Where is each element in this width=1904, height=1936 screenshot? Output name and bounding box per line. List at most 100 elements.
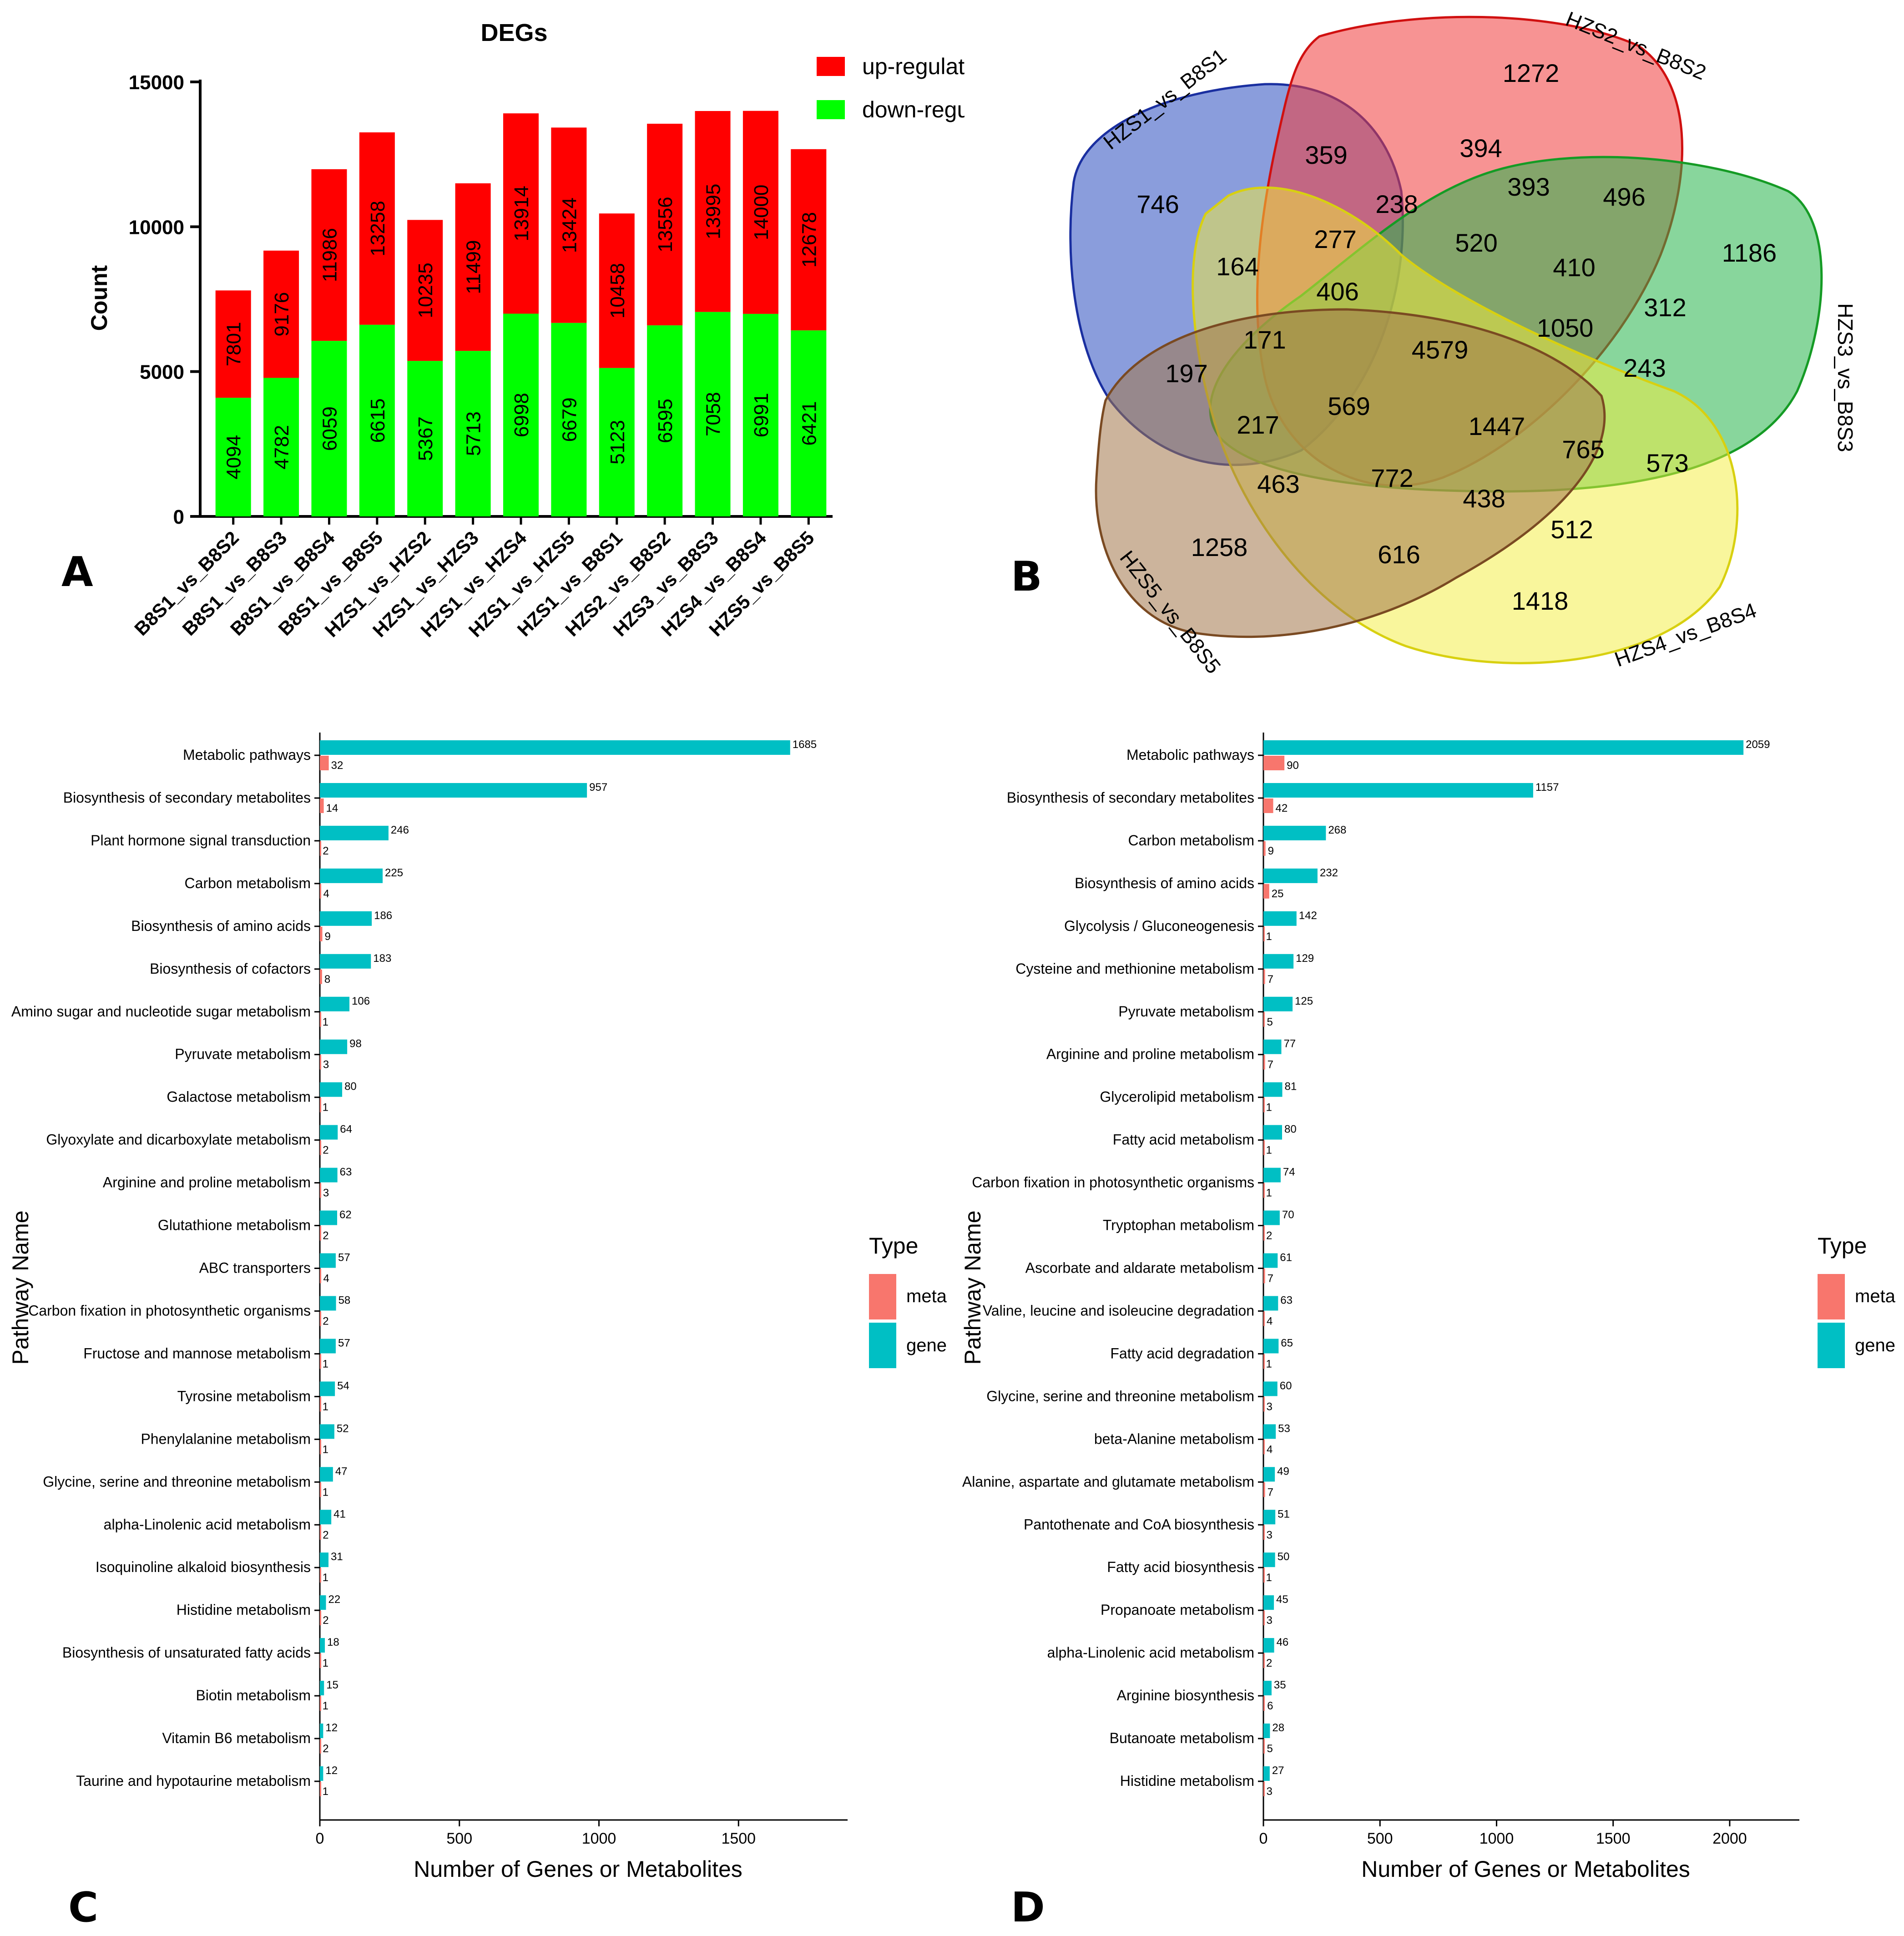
chart-c-bar-meta [320, 1782, 321, 1796]
venn-region-value: 569 [1328, 392, 1370, 420]
chart-a-down-label: 6615 [367, 398, 389, 443]
venn-region-value: 394 [1460, 134, 1502, 162]
chart-d-category-label: Butanoate metabolism [1110, 1730, 1254, 1746]
chart-c-gene-value: 106 [352, 995, 370, 1007]
chart-c-gene-value: 18 [327, 1636, 339, 1648]
chart-d-bar-gene [1263, 1595, 1274, 1610]
chart-d-bar-gene [1263, 783, 1533, 798]
chart-d-category-label: Metabolic pathways [1126, 747, 1254, 763]
chart-d-bar-gene [1263, 868, 1318, 883]
chart-c-gene-value: 1685 [793, 738, 817, 751]
chart-d-gene-value: 28 [1272, 1722, 1284, 1734]
chart-d-gene-value: 1157 [1535, 781, 1559, 794]
venn-region-value: 512 [1550, 515, 1593, 544]
chart-d-category-label: Alanine, aspartate and glutamate metabol… [962, 1473, 1254, 1490]
chart-c-bar-meta [320, 884, 321, 899]
chart-d-xtick-label: 1500 [1596, 1830, 1631, 1847]
chart-a-bar-up [455, 183, 491, 351]
chart-d-meta-value: 1 [1266, 1572, 1272, 1584]
chart-a-bar-down [503, 313, 539, 516]
chart-d-meta-value: 2 [1266, 1230, 1272, 1242]
chart-d-gene-value: 125 [1295, 995, 1313, 1007]
chart-d-meta-value: 5 [1267, 1016, 1273, 1028]
chart-c-legend-gene-swatch [869, 1323, 896, 1368]
chart-d-bar-meta [1263, 1440, 1265, 1455]
chart-c-category-label: Tyrosine metabolism [177, 1388, 311, 1404]
chart-a-bar-down [742, 313, 778, 516]
chart-d-bar-meta [1263, 1782, 1265, 1796]
chart-c-bar-meta [320, 1354, 321, 1369]
chart-c-meta-value: 1 [323, 1400, 328, 1413]
chart-c-bar-gene [320, 1724, 323, 1739]
chart-c-meta-value: 1 [323, 1486, 328, 1498]
chart-d-legend-meta-swatch [1818, 1274, 1845, 1319]
chart-a-ytick-label: 0 [173, 506, 184, 528]
chart-c-bar-meta [320, 1311, 321, 1326]
chart-a-bar-up [407, 220, 443, 361]
chart-c-gene-value: 62 [339, 1209, 352, 1221]
chart-a-down-label: 7058 [702, 392, 725, 436]
chart-c-gene-value: 957 [589, 781, 607, 794]
venn-region-value: 277 [1314, 225, 1356, 253]
venn-region-value: 1186 [1722, 238, 1777, 267]
chart-d-gene-value: 74 [1283, 1166, 1295, 1178]
venn-set-hzs5 [1095, 308, 1606, 638]
chart-a-total-label: 11986 [318, 228, 341, 282]
venn-region-value: 746 [1136, 190, 1179, 218]
chart-a-bar-down [359, 324, 395, 516]
chart-c-legend-title: Type [869, 1233, 918, 1259]
deg-stacked-bar-chart: DEGsCount05000100001500078014094B8S1_vs_… [86, 19, 965, 641]
chart-c-bar-gene [320, 1168, 338, 1183]
chart-a-total-label: 14000 [750, 185, 773, 240]
chart-a-down-label: 4094 [223, 435, 245, 480]
chart-d-bar-meta [1263, 1226, 1265, 1241]
chart-d-gene-value: 142 [1299, 910, 1317, 922]
chart-c-gene-value: 186 [374, 910, 392, 922]
chart-d-bar-meta [1263, 798, 1273, 813]
chart-c-bar-meta [320, 1568, 321, 1583]
chart-d-gene-value: 60 [1280, 1380, 1292, 1392]
chart-c-meta-value: 2 [323, 1529, 328, 1541]
chart-c-gene-value: 47 [335, 1465, 348, 1477]
chart-a-bar-up [263, 250, 299, 378]
chart-d-legend-meta-label: meta [1855, 1286, 1896, 1306]
chart-d-gene-value: 50 [1278, 1551, 1290, 1563]
venn-region-value: 573 [1646, 449, 1688, 477]
venn-region-value: 410 [1553, 253, 1595, 282]
chart-d-bar-gene [1263, 1296, 1278, 1311]
chart-d-bar-gene [1263, 1082, 1283, 1097]
chart-c-bar-meta [320, 756, 329, 770]
panel-b: HZS1_vs_B8S1 HZS2_vs_B8S2 HZS3_vs_B8S3 H… [965, 0, 1904, 692]
venn-region-value: 765 [1562, 435, 1604, 464]
chart-c-bar-gene [320, 1467, 333, 1482]
chart-c-gene-value: 22 [328, 1593, 340, 1606]
chart-c-category-label: Biotin metabolism [196, 1687, 311, 1703]
chart-c-bar-gene [320, 1253, 336, 1268]
chart-d-legend-gene-swatch [1818, 1323, 1845, 1368]
chart-c-gene-value: 52 [337, 1422, 349, 1435]
chart-c-gene-value: 225 [385, 867, 403, 879]
chart-c-bar-gene [320, 1296, 336, 1311]
legend-down-label: down-regulated [862, 97, 965, 122]
chart-a-total-label: 11499 [463, 240, 485, 294]
chart-c-category-label: Phenylalanine metabolism [141, 1431, 311, 1447]
chart-c-bar-meta [320, 1696, 321, 1711]
chart-a-bar-down [647, 325, 683, 516]
chart-c-category-label: Biosynthesis of amino acids [131, 918, 311, 934]
chart-c-bar-meta [320, 1611, 321, 1626]
chart-d-category-label: Pantothenate and CoA biosynthesis [1024, 1516, 1254, 1532]
chart-a-bar-up [503, 113, 539, 314]
venn-region-value: 197 [1165, 359, 1207, 388]
chart-a-bar-down [551, 323, 587, 516]
chart-c-meta-value: 1 [323, 1443, 328, 1456]
venn-region-value: 1050 [1537, 313, 1594, 342]
chart-d-meta-value: 9 [1268, 845, 1274, 857]
chart-d-bar-gene [1263, 1552, 1275, 1567]
chart-c-legend-meta-swatch [869, 1274, 896, 1319]
chart-a-ytick-label: 10000 [129, 216, 184, 238]
chart-a-down-label: 6595 [654, 399, 677, 443]
chart-d-xtick-label: 1000 [1480, 1830, 1514, 1847]
chart-d-meta-value: 4 [1267, 1443, 1273, 1456]
chart-c-gene-value: 41 [333, 1508, 346, 1520]
chart-c-bar-gene [320, 1381, 335, 1396]
